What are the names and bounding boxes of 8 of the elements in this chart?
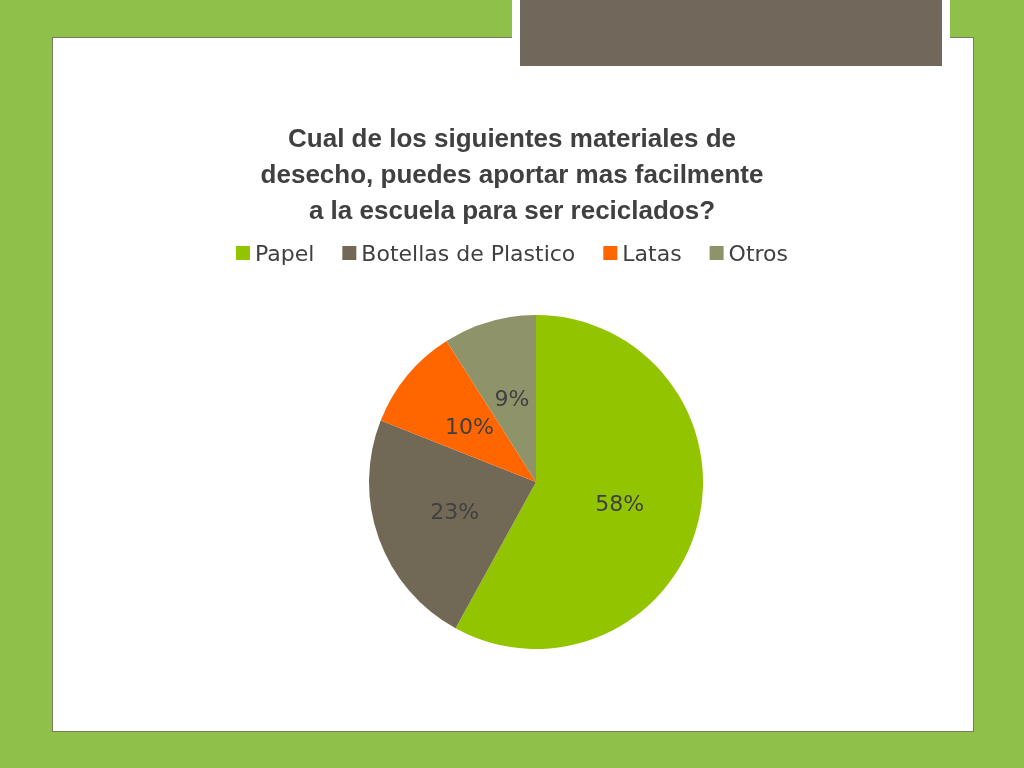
data-label: 58% bbox=[595, 491, 645, 517]
legend-label: Otros bbox=[728, 240, 789, 266]
legend-label: Latas bbox=[622, 240, 682, 266]
data-label: 9% bbox=[494, 386, 530, 412]
data-label: 10% bbox=[444, 414, 494, 440]
chart-title: Cual de los siguientes materiales de desecho, puedes aportar mas facilmente a la escuela para ser reciclados? bbox=[260, 123, 764, 225]
legend-label: Botellas de Plastico bbox=[361, 240, 576, 266]
legend-label: Papel bbox=[254, 240, 315, 266]
